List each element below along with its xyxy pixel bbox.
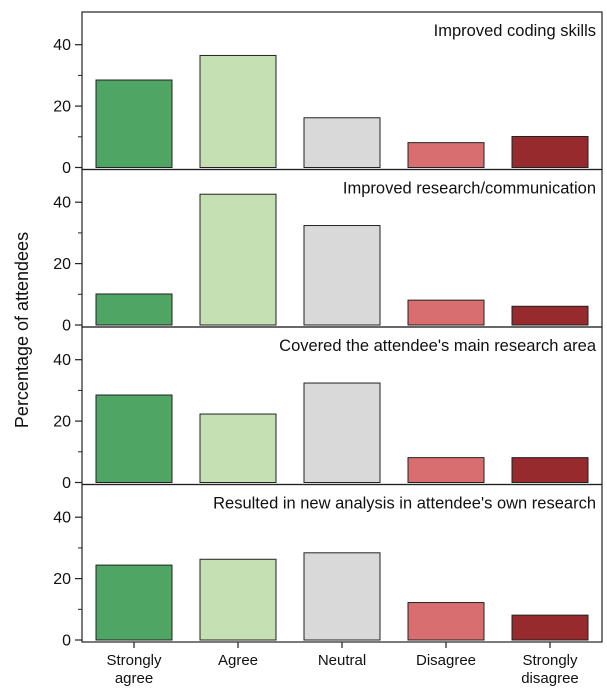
- bar-panel2-cat2: [199, 193, 277, 326]
- category-label-1-line2: agree: [115, 670, 153, 687]
- bar-panel3-cat3: [303, 382, 381, 483]
- bar-panel1-cat3: [303, 117, 381, 168]
- y-tick-label: 20: [53, 99, 71, 116]
- y-tick-label: 20: [53, 256, 71, 273]
- y-tick-label: 40: [53, 352, 71, 369]
- category-label-3: Neutral: [318, 652, 366, 669]
- category-label-5-line2: disagree: [521, 670, 579, 687]
- bar-panel3-cat5: [511, 457, 589, 484]
- bar-panel3-cat1: [95, 394, 173, 483]
- bar-panel3-cat2: [199, 413, 277, 484]
- panel-title-2: Improved research/communication: [343, 180, 596, 198]
- bar-panel2-cat4: [407, 299, 485, 326]
- bar-panel4-cat5: [511, 614, 589, 641]
- category-label-1: Strongly: [106, 652, 162, 669]
- y-tick-label: 40: [53, 37, 71, 54]
- panel-2: 0 20 40 Improved research/communication: [53, 168, 603, 335]
- category-label-2: Agree: [218, 652, 258, 669]
- bar-panel2-cat3: [303, 225, 381, 326]
- bar-panel2-cat5: [511, 305, 589, 326]
- y-axis-title: Percentage of attendees: [12, 232, 32, 428]
- bar-panel4-cat1: [95, 564, 173, 641]
- bar-panel4-cat4: [407, 602, 485, 641]
- y-tick-label: 20: [53, 571, 71, 588]
- bar-panel1-cat1: [95, 79, 173, 168]
- bar-panel1-cat5: [511, 135, 589, 169]
- bar-panel1-cat2: [199, 54, 277, 169]
- y-tick-label: 40: [53, 510, 71, 527]
- y-tick-label: 0: [62, 318, 71, 335]
- bar-panel1-cat4: [407, 142, 485, 169]
- y-tick-label: 40: [53, 195, 71, 212]
- panel-title-1: Improved coding skills: [434, 22, 596, 40]
- panel-1: 0 20 40 Improved coding skills: [53, 11, 603, 177]
- y-tick-label: 20: [53, 414, 71, 431]
- category-label-5: Strongly: [522, 652, 578, 669]
- panel-4: 0 20 40 Resulted in new analysis in attende…: [53, 483, 603, 650]
- bar-panel4-cat3: [303, 552, 381, 641]
- category-label-4: Disagree: [416, 652, 476, 669]
- panel-3: 0 20 40 Covered the attendee's main researc…: [53, 326, 603, 492]
- y-tick-label: 0: [62, 160, 71, 177]
- bar-panel3-cat4: [407, 457, 485, 484]
- bar-panel4-cat2: [199, 558, 277, 641]
- y-tick-label: 0: [62, 475, 71, 492]
- y-tick-label: 0: [62, 633, 71, 650]
- panel-title-4: Resulted in new analysis in attendee's o…: [213, 495, 596, 513]
- bar-panel2-cat1: [95, 293, 173, 326]
- panels-group: 0 20 40 Improved coding skills 0 20 40 Improved…: [53, 11, 603, 650]
- panel-title-3: Covered the attendee's main research are…: [279, 337, 597, 355]
